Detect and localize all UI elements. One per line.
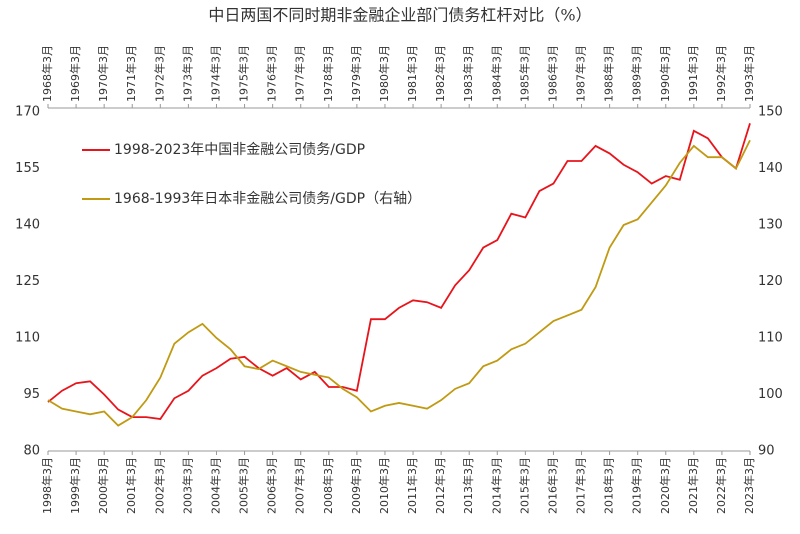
x-tick-label: 1998年3月 [40, 457, 54, 514]
y-tick-label: 125 [15, 274, 40, 289]
x2-tick-label: 1987年3月 [574, 45, 588, 102]
x2-tick-label: 1981年3月 [405, 45, 419, 102]
y2-tick-label: 150 [758, 105, 783, 120]
x-tick-label: 2002年3月 [152, 457, 166, 514]
x-tick-label: 2005年3月 [237, 457, 251, 514]
x-tick-label: 1999年3月 [68, 457, 82, 514]
x-tick-label: 2018年3月 [602, 457, 616, 514]
x2-tick-label: 1972年3月 [152, 45, 166, 102]
x-tick-label: 2001年3月 [124, 457, 138, 514]
x2-tick-label: 1973年3月 [180, 45, 194, 102]
x-tick-label: 2009年3月 [349, 457, 363, 514]
x2-tick-label: 1986年3月 [545, 45, 559, 102]
x-tick-label: 2023年3月 [742, 457, 756, 514]
y2-tick-label: 100 [758, 387, 783, 402]
y-tick-label: 80 [23, 444, 40, 459]
series-line [47, 123, 751, 420]
x2-tick-label: 1976年3月 [265, 45, 279, 102]
y-tick-label: 110 [15, 331, 40, 346]
x-tick-label: 2004年3月 [208, 457, 222, 514]
x-tick-label: 2006年3月 [265, 457, 279, 514]
x-tick-label: 2000年3月 [96, 457, 110, 514]
x2-tick-label: 1968年3月 [40, 45, 54, 102]
x2-tick-label: 1977年3月 [293, 45, 307, 102]
y-tick-label: 155 [15, 161, 40, 176]
y2-tick-label: 120 [758, 274, 783, 289]
x2-tick-label: 1971年3月 [124, 45, 138, 102]
x2-tick-label: 1975年3月 [237, 45, 251, 102]
x-tick-label: 2021年3月 [686, 457, 700, 514]
y2-tick-label: 140 [758, 161, 783, 176]
y-tick-label: 170 [15, 105, 40, 120]
x-tick-label: 2007年3月 [293, 457, 307, 514]
x-tick-label: 2003年3月 [180, 457, 194, 514]
x-tick-label: 2022年3月 [714, 457, 728, 514]
x2-tick-label: 1993年3月 [742, 45, 756, 102]
x-tick-label: 2019年3月 [630, 457, 644, 514]
x2-tick-label: 1985年3月 [517, 45, 531, 102]
x2-tick-label: 1989年3月 [630, 45, 644, 102]
legend-label: 1998-2023年中国非金融公司债务/GDP [114, 142, 365, 158]
x2-tick-label: 1980年3月 [377, 45, 391, 102]
chart-title: 中日两国不同时期非金融企业部门债务杠杆对比（%） [208, 6, 591, 25]
x2-tick-label: 1990年3月 [658, 45, 672, 102]
x2-tick-label: 1978年3月 [321, 45, 335, 102]
x-tick-label: 2015年3月 [517, 457, 531, 514]
y-tick-label: 95 [23, 387, 40, 402]
y2-tick-label: 90 [758, 444, 775, 459]
x2-tick-label: 1984年3月 [489, 45, 503, 102]
x-tick-label: 2008年3月 [321, 457, 335, 514]
y2-tick-label: 130 [758, 218, 783, 233]
x2-tick-label: 1969年3月 [68, 45, 82, 102]
x2-tick-label: 1979年3月 [349, 45, 363, 102]
x-tick-label: 2017年3月 [574, 457, 588, 514]
x2-tick-label: 1974年3月 [208, 45, 222, 102]
y-tick-label: 140 [15, 218, 40, 233]
x2-tick-label: 1991年3月 [686, 45, 700, 102]
x-tick-label: 2011年3月 [405, 457, 419, 514]
x2-tick-label: 1992年3月 [714, 45, 728, 102]
x2-tick-label: 1983年3月 [461, 45, 475, 102]
x2-tick-label: 1988年3月 [602, 45, 616, 102]
x2-tick-label: 1982年3月 [433, 45, 447, 102]
x-tick-label: 2020年3月 [658, 457, 672, 514]
x-tick-label: 2016年3月 [545, 457, 559, 514]
legend-label: 1968-1993年日本非金融公司债务/GDP（右轴） [114, 191, 421, 207]
x-tick-label: 2013年3月 [461, 457, 475, 514]
x2-tick-label: 1970年3月 [96, 45, 110, 102]
x-tick-label: 2014年3月 [489, 457, 503, 514]
x-tick-label: 2012年3月 [433, 457, 447, 514]
x-tick-label: 2010年3月 [377, 457, 391, 514]
series-line [47, 139, 751, 427]
y2-tick-label: 110 [758, 331, 783, 346]
